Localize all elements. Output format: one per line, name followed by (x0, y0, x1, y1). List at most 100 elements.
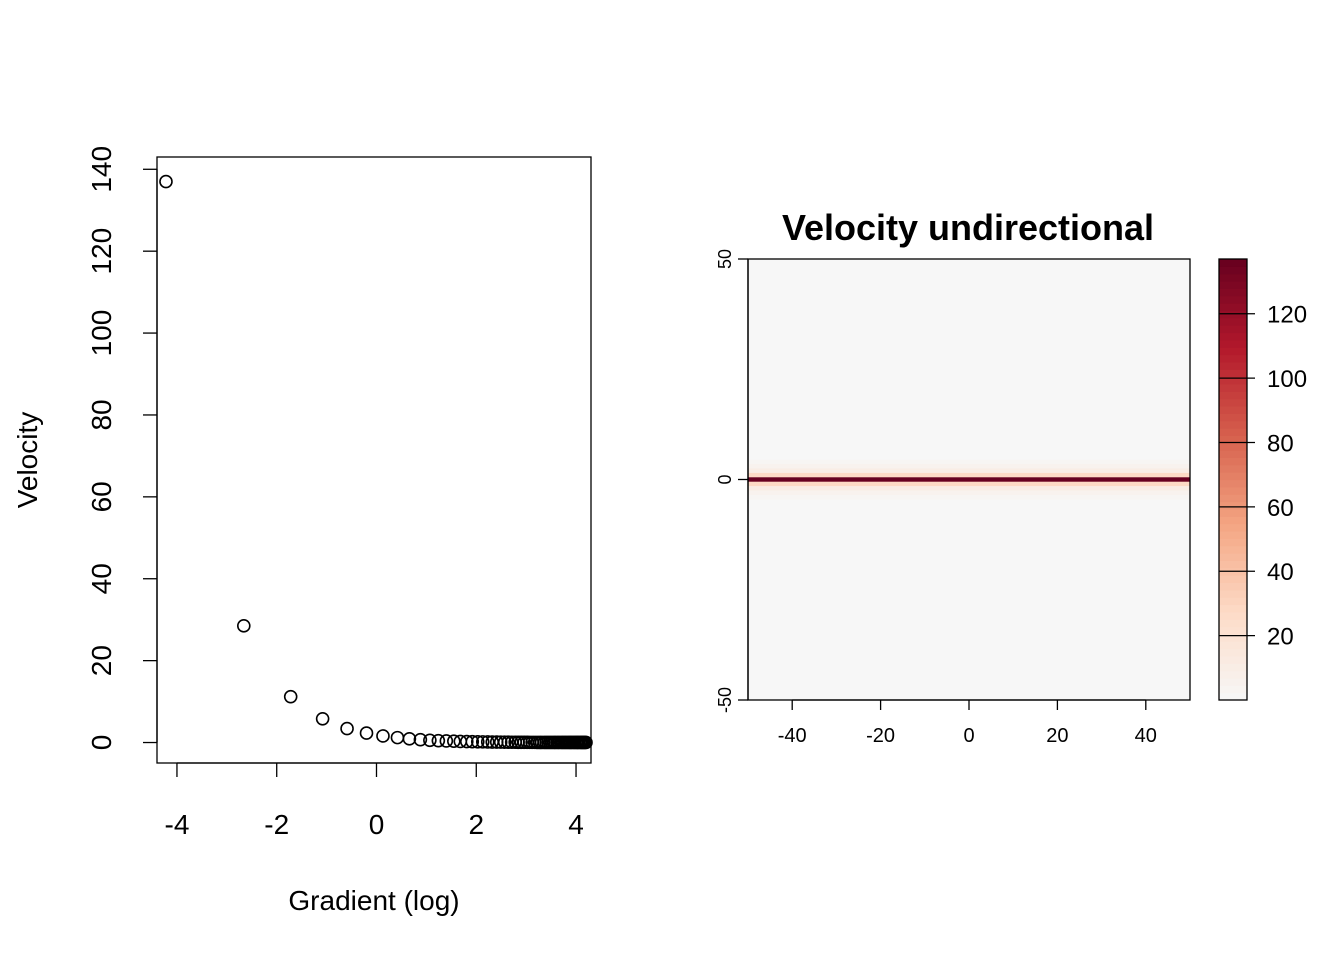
colorbar-segment (1219, 486, 1247, 495)
heatmap-x-tick-label: -40 (778, 725, 807, 747)
colorbar-segment (1219, 626, 1247, 635)
colorbar-segment (1219, 611, 1247, 620)
colorbar-segment (1219, 560, 1247, 569)
colorbar-segment (1219, 325, 1247, 334)
heatmap-row (748, 490, 1190, 496)
scatter-y-tick-label: 40 (86, 563, 117, 594)
colorbar-segment (1219, 582, 1247, 591)
heatmap-row (748, 472, 1190, 478)
colorbar-segment (1219, 288, 1247, 297)
colorbar-segment (1219, 435, 1247, 444)
scatter-x-tick-label: 4 (568, 809, 584, 840)
colorbar-segment (1219, 361, 1247, 370)
colorbar-segment (1219, 538, 1247, 547)
scatter-point (439, 734, 454, 748)
scatter-y-tick-label: 80 (86, 399, 117, 430)
scatter-point (423, 733, 437, 748)
colorbar-segment (1219, 259, 1247, 267)
colorbar-segment (1219, 464, 1247, 473)
colorbar-segment (1219, 516, 1247, 525)
colorbar-segment (1219, 354, 1247, 363)
colorbar-segment (1219, 332, 1247, 341)
colorbar-segment (1219, 479, 1247, 488)
scatter-points (159, 174, 593, 750)
scatter-point (465, 734, 480, 749)
colorbar-segment (1219, 398, 1247, 407)
colorbar-segment (1219, 317, 1247, 326)
colorbar-segment (1219, 281, 1247, 289)
scatter-point (376, 729, 390, 743)
colorbar-tick-label: 60 (1267, 495, 1294, 522)
scatter-point (315, 711, 330, 726)
colorbar-segment (1219, 575, 1247, 583)
colorbar-tick-label: 20 (1267, 624, 1294, 651)
scatter-y-tick-label: 20 (86, 645, 117, 676)
colorbar-segment (1219, 391, 1247, 400)
colorbar-tick-label: 100 (1267, 366, 1307, 393)
colorbar-segment (1219, 339, 1247, 348)
colorbar-segment (1219, 641, 1247, 650)
colorbar-segment (1219, 450, 1247, 459)
scatter-point (447, 734, 461, 749)
scatter-point (283, 689, 298, 704)
heatmap-panel: Velocity undirectional -40 -20 0 20 40 -50 0 5… (715, 207, 1307, 747)
scatter-point (493, 735, 508, 749)
heatmap-x-tick-label: 20 (1046, 725, 1068, 747)
colorbar-segment (1219, 545, 1247, 554)
scatter-y-tick-label: 120 (86, 228, 117, 275)
scatter-x-tick-label: 2 (468, 809, 484, 840)
heatmap-row (748, 464, 1190, 470)
scatter-point (480, 735, 495, 749)
colorbar-segment (1219, 553, 1247, 561)
heatmap-row (748, 481, 1190, 487)
scatter-point (359, 726, 374, 740)
colorbar-segment (1219, 420, 1247, 429)
heatmap-y-tick-label: -50 (715, 687, 735, 713)
heatmap-row (748, 486, 1190, 492)
colorbar-segment (1219, 501, 1247, 510)
colorbar-segment (1219, 597, 1247, 606)
colorbar: 20 40 60 80 100 120 (1218, 258, 1307, 701)
heatmap-x-tick-label: -20 (866, 725, 895, 747)
colorbar-segment (1219, 347, 1247, 356)
scatter-point (470, 734, 485, 749)
heatmap-rows (748, 459, 1190, 500)
scatter-x-axis: -4 -2 0 2 4 (165, 762, 584, 840)
colorbar-segment (1219, 508, 1247, 517)
heatmap-y-tick-label: 0 (715, 474, 735, 484)
scatter-point (413, 732, 428, 747)
colorbar-tick-label: 80 (1267, 430, 1294, 457)
scatter-x-tick-label: -2 (264, 809, 289, 840)
scatter-y-tick-label: 140 (86, 146, 117, 193)
colorbar-segment (1219, 692, 1247, 701)
colorbar-segment (1219, 604, 1247, 613)
scatter-y-tick-label: 60 (86, 481, 117, 512)
colorbar-segment (1219, 457, 1247, 466)
scatter-y-tick-label: 100 (86, 310, 117, 357)
colorbar-tick-label: 40 (1267, 559, 1294, 586)
scatter-point (402, 732, 417, 746)
heatmap-row (748, 459, 1190, 465)
scatter-y-axis-label: Velocity (12, 412, 43, 509)
colorbar-segment (1219, 589, 1247, 598)
scatter-x-tick-label: 0 (369, 809, 385, 840)
scatter-point (501, 735, 515, 749)
colorbar-segment (1219, 677, 1247, 686)
scatter-point (431, 733, 446, 748)
colorbar-segment (1219, 685, 1247, 694)
scatter-point (159, 174, 173, 189)
colorbar-segment (1219, 633, 1247, 642)
colorbar-tick-label: 120 (1267, 302, 1307, 329)
colorbar-segment (1219, 670, 1247, 679)
scatter-x-tick-label: -4 (165, 809, 190, 840)
heatmap-x-axis: -40 -20 0 20 40 (778, 699, 1157, 747)
scatter-x-axis-label: Gradient (log) (288, 885, 459, 916)
colorbar-segment (1219, 303, 1247, 312)
heatmap-title: Velocity undirectional (782, 207, 1154, 248)
colorbar-segment (1219, 383, 1247, 392)
colorbar-segment (1219, 369, 1247, 378)
scatter-y-tick-label: 0 (86, 735, 117, 751)
heatmap-x-tick-label: 40 (1135, 725, 1157, 747)
heatmap-row (748, 494, 1190, 500)
colorbar-segment (1219, 619, 1247, 628)
